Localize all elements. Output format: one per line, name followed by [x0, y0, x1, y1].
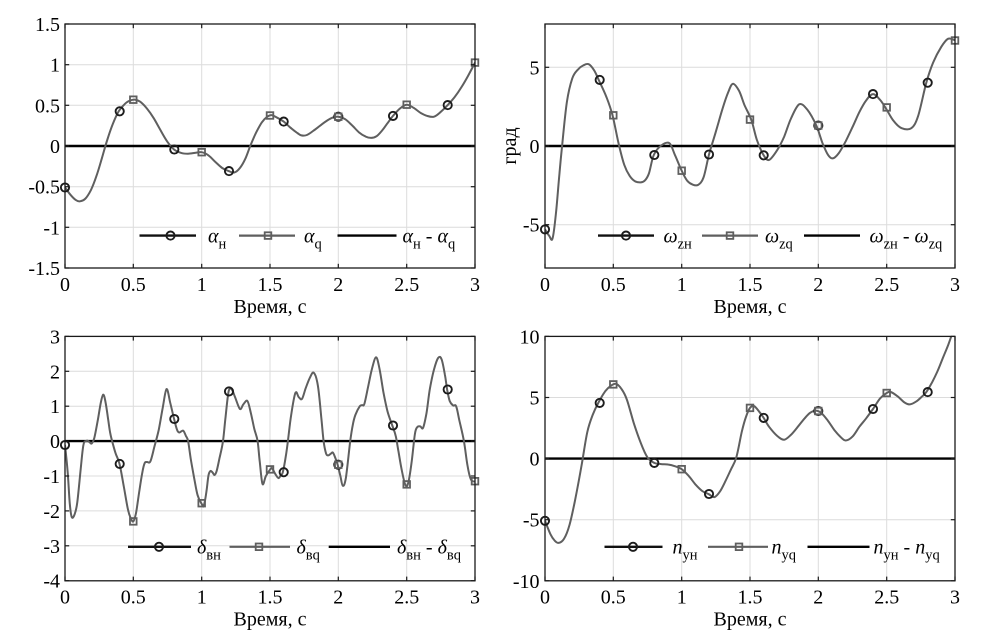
svg-text:Время, с: Время, с [234, 296, 307, 318]
svg-text:3: 3 [470, 274, 480, 296]
svg-text:Время, с: Время, с [234, 609, 307, 631]
svg-text:-5: -5 [523, 510, 540, 532]
svg-text:град: град [499, 127, 521, 164]
svg-text:0: 0 [530, 136, 540, 158]
svg-text:1.5: 1.5 [738, 274, 763, 296]
svg-text:2.5: 2.5 [874, 274, 899, 296]
svg-text:2.5: 2.5 [874, 587, 899, 609]
svg-text:0.5: 0.5 [601, 274, 626, 296]
svg-text:5: 5 [530, 57, 540, 79]
svg-text:0.5: 0.5 [121, 274, 146, 296]
svg-text:-0.5: -0.5 [28, 177, 60, 199]
svg-text:δвq: δвq [297, 537, 320, 564]
svg-text:ωzн: ωzн [664, 226, 693, 253]
svg-text:-10: -10 [513, 571, 540, 593]
svg-text:10: 10 [520, 326, 540, 348]
svg-text:3: 3 [950, 274, 960, 296]
svg-text:1: 1 [677, 274, 687, 296]
svg-text:1: 1 [197, 274, 207, 296]
svg-text:0.5: 0.5 [601, 587, 626, 609]
svg-text:1.5: 1.5 [258, 587, 283, 609]
svg-text:-1.5: -1.5 [28, 258, 60, 280]
svg-text:nуq: nуq [772, 537, 797, 564]
svg-text:-3: -3 [43, 536, 60, 558]
svg-text:-1: -1 [43, 466, 60, 488]
svg-text:nун: nун [673, 537, 698, 564]
svg-text:0: 0 [60, 274, 70, 296]
svg-text:αq: αq [304, 226, 322, 253]
svg-text:1: 1 [677, 587, 687, 609]
svg-text:2: 2 [50, 361, 60, 383]
svg-text:1: 1 [50, 55, 60, 77]
svg-text:0: 0 [540, 587, 550, 609]
svg-text:2: 2 [813, 587, 823, 609]
svg-text:αн - αq: αн - αq [403, 226, 456, 253]
svg-text:1.5: 1.5 [738, 587, 763, 609]
svg-text:αн: αн [208, 226, 227, 253]
svg-text:ωzн - ωzq: ωzн - ωzq [870, 226, 943, 253]
svg-text:nун - nуq: nун - nуq [874, 537, 940, 564]
svg-text:2: 2 [333, 274, 343, 296]
svg-text:1.5: 1.5 [258, 274, 283, 296]
svg-text:1.5: 1.5 [35, 14, 60, 36]
svg-text:0.5: 0.5 [35, 95, 60, 117]
svg-text:2: 2 [813, 274, 823, 296]
svg-text:0: 0 [50, 136, 60, 158]
svg-text:-4: -4 [43, 571, 60, 593]
svg-text:1: 1 [197, 587, 207, 609]
svg-text:0.5: 0.5 [121, 587, 146, 609]
svg-text:-2: -2 [43, 501, 60, 523]
svg-text:5: 5 [530, 388, 540, 410]
svg-text:ωzq: ωzq [765, 226, 793, 253]
svg-text:0: 0 [540, 274, 550, 296]
svg-text:2.5: 2.5 [394, 587, 419, 609]
svg-text:δвн - δвq: δвн - δвq [397, 537, 461, 564]
svg-text:3: 3 [950, 587, 960, 609]
svg-text:0: 0 [50, 431, 60, 453]
svg-text:-5: -5 [523, 215, 540, 237]
svg-text:2.5: 2.5 [394, 274, 419, 296]
svg-text:Время, с: Время, с [714, 296, 787, 318]
svg-text:3: 3 [50, 326, 60, 348]
svg-text:3: 3 [470, 587, 480, 609]
svg-text:2: 2 [333, 587, 343, 609]
svg-text:0: 0 [60, 587, 70, 609]
svg-text:Время, с: Время, с [714, 609, 787, 631]
svg-text:δвн: δвн [197, 537, 221, 564]
svg-text:-1: -1 [43, 217, 60, 239]
svg-text:1: 1 [50, 396, 60, 418]
svg-text:0: 0 [530, 449, 540, 471]
